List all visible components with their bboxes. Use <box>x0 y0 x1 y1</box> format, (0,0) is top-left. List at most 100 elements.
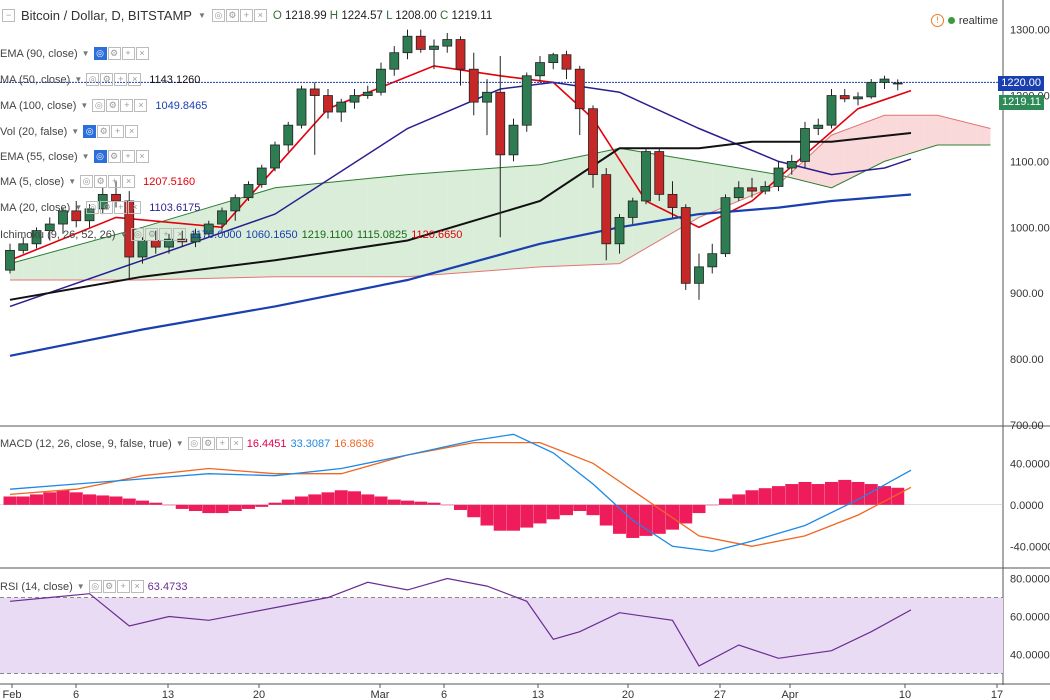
plus-icon[interactable]: + <box>121 150 135 163</box>
macd-histogram-bar <box>175 504 189 509</box>
eye-icon[interactable]: ◎ <box>187 437 201 450</box>
symbol-buttons: ◎ ⚙ + × <box>211 9 267 22</box>
settings-icon[interactable]: ⚙ <box>107 150 121 163</box>
candle-body <box>283 124 294 146</box>
close-icon[interactable]: × <box>134 99 148 112</box>
cloud-segment <box>699 161 713 218</box>
eye-icon[interactable]: ◎ <box>93 47 107 60</box>
settings-icon[interactable]: ⚙ <box>94 175 108 188</box>
candle-body <box>879 78 890 83</box>
chevron-down-icon[interactable]: ▼ <box>175 439 184 448</box>
plus-icon[interactable]: + <box>121 47 135 60</box>
cloud-segment <box>381 175 395 277</box>
close-icon[interactable]: × <box>135 150 149 163</box>
eye-icon[interactable]: ◎ <box>93 150 107 163</box>
candle-body <box>362 91 373 96</box>
eye-icon[interactable]: ◎ <box>92 99 106 112</box>
candle-body <box>243 184 254 199</box>
candle-body <box>826 95 837 126</box>
plus-icon[interactable]: + <box>114 201 128 214</box>
eye-icon[interactable]: ◎ <box>211 9 225 22</box>
candle-body <box>455 39 466 70</box>
macd-histogram-bar <box>387 499 401 505</box>
settings-icon[interactable]: ⚙ <box>100 201 114 214</box>
close-icon[interactable]: × <box>128 201 142 214</box>
plus-icon[interactable]: + <box>215 437 229 450</box>
chevron-down-icon[interactable]: ▼ <box>71 127 80 136</box>
macd-histogram-bar <box>348 491 361 505</box>
warning-icon[interactable]: ! <box>930 14 944 27</box>
close-icon[interactable]: × <box>135 47 149 60</box>
plus-icon[interactable]: + <box>120 99 134 112</box>
chevron-down-icon[interactable]: ▼ <box>197 11 206 20</box>
indicator-label: MA (20, close) <box>0 201 71 214</box>
candle-body <box>535 62 545 77</box>
settings-icon[interactable]: ⚙ <box>145 228 159 241</box>
macd-tick-label: 0.0000 <box>1010 500 1044 512</box>
indicator-label: EMA (90, close) <box>0 47 78 60</box>
plus-icon[interactable]: + <box>108 175 122 188</box>
chevron-down-icon[interactable]: ▼ <box>74 203 83 212</box>
chevron-down-icon[interactable]: ▼ <box>81 152 90 161</box>
chevron-down-icon[interactable]: ▼ <box>76 582 85 591</box>
macd-histogram-bar <box>96 495 110 505</box>
indicator-label: Ichimoku (9, 26, 52, 26) <box>0 228 116 241</box>
settings-icon[interactable]: ⚙ <box>102 580 116 593</box>
eye-icon[interactable]: ◎ <box>83 125 97 138</box>
candle-body <box>256 167 267 185</box>
settings-icon[interactable]: ⚙ <box>225 9 239 22</box>
chevron-down-icon[interactable]: ▼ <box>80 101 89 110</box>
indicator-value: 1103.6175 <box>149 201 201 214</box>
plus-icon[interactable]: + <box>114 73 128 86</box>
settings-icon[interactable]: ⚙ <box>106 99 120 112</box>
close-icon[interactable]: × <box>253 9 267 22</box>
close-icon[interactable]: × <box>229 437 243 450</box>
price-tick-label: 700.00 <box>1010 420 1044 432</box>
collapse-square-icon[interactable]: − <box>2 9 15 22</box>
eye-icon[interactable]: ◎ <box>86 201 100 214</box>
macd-histogram-bar <box>798 481 812 505</box>
eye-icon[interactable]: ◎ <box>80 175 94 188</box>
close-icon[interactable]: × <box>128 73 142 86</box>
cloud-segment <box>407 173 421 277</box>
candle-body <box>853 96 863 100</box>
chevron-down-icon[interactable]: ▼ <box>74 75 83 84</box>
time-tick-label: Mar <box>371 689 390 700</box>
plus-icon[interactable]: + <box>239 9 253 22</box>
settings-icon[interactable]: ⚙ <box>201 437 215 450</box>
settings-icon[interactable]: ⚙ <box>97 125 111 138</box>
close-icon[interactable]: × <box>173 228 187 241</box>
close-icon[interactable]: × <box>122 175 136 188</box>
settings-icon[interactable]: ⚙ <box>100 73 114 86</box>
macd-histogram-bar <box>785 484 799 505</box>
macd-label: MACD (12, 26, close, 9, false, true) <box>0 437 172 450</box>
settings-icon[interactable]: ⚙ <box>107 47 121 60</box>
chevron-down-icon[interactable]: ▼ <box>119 230 128 239</box>
candle-body <box>641 151 651 202</box>
time-tick-label: Feb <box>3 689 22 700</box>
close-icon[interactable]: × <box>130 580 144 593</box>
plus-icon[interactable]: + <box>111 125 125 138</box>
cloud-segment <box>924 115 938 150</box>
eye-icon[interactable]: ◎ <box>88 580 102 593</box>
eye-icon[interactable]: ◎ <box>86 73 100 86</box>
cloud-segment <box>23 256 37 281</box>
cloud-segment <box>36 252 50 281</box>
cloud-segment <box>911 115 925 154</box>
candle-body <box>574 68 585 110</box>
candle-body <box>150 240 161 248</box>
plus-icon[interactable]: + <box>159 228 173 241</box>
indicator-label: MA (50, close) <box>0 73 71 86</box>
indicator-buttons: ◎ ⚙ + × <box>83 125 139 138</box>
macd-histogram-bar <box>122 498 136 505</box>
macd-buttons: ◎ ⚙ + × <box>187 437 243 450</box>
candle-body <box>733 187 744 199</box>
eye-icon[interactable]: ◎ <box>131 228 145 241</box>
chevron-down-icon[interactable]: ▼ <box>68 177 77 186</box>
cloud-span-b <box>10 114 991 281</box>
candle-body <box>84 208 95 222</box>
close-icon[interactable]: × <box>125 125 139 138</box>
plus-icon[interactable]: + <box>116 580 130 593</box>
chevron-down-icon[interactable]: ▼ <box>81 49 90 58</box>
cloud-segment <box>526 164 540 268</box>
